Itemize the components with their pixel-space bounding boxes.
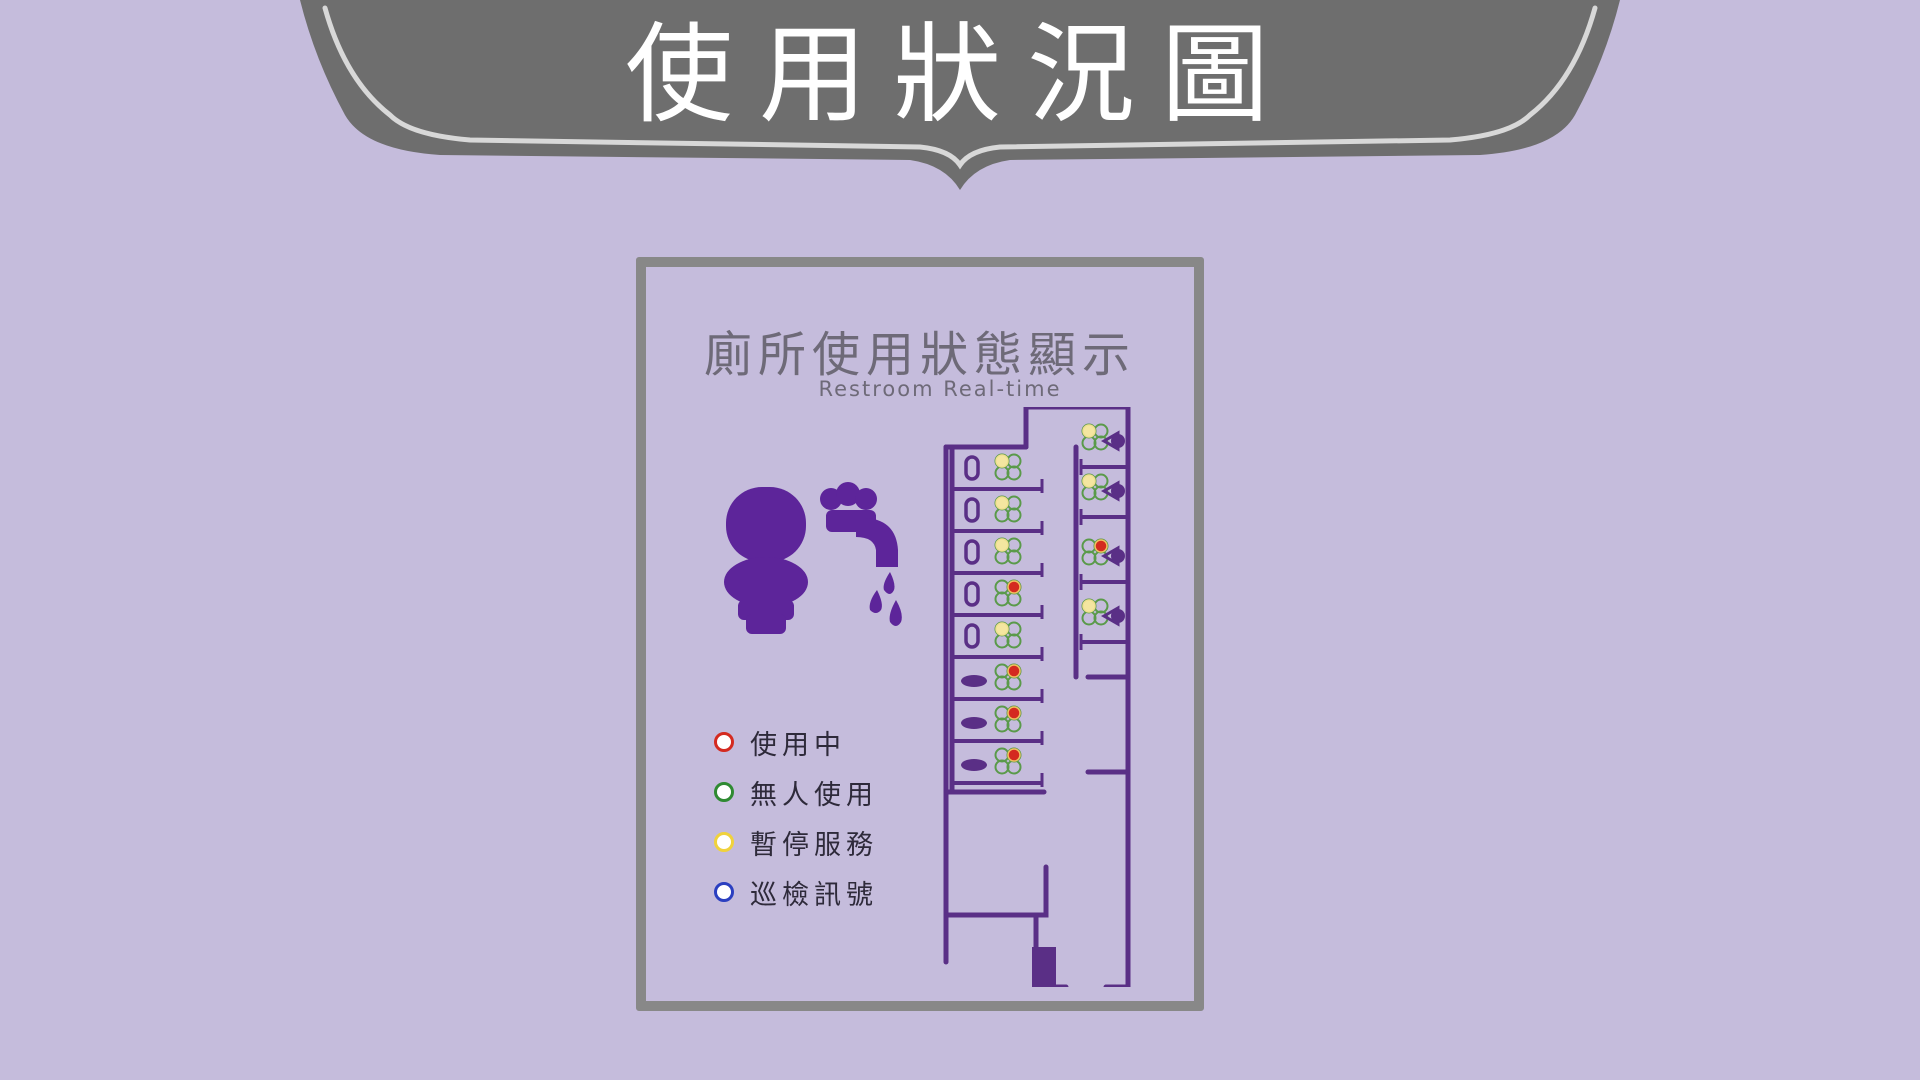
legend-item-in-use: 使用中 xyxy=(714,717,878,767)
sensor-cluster xyxy=(1081,423,1109,451)
legend-label: 使用中 xyxy=(750,729,846,761)
legend: 使用中 無人使用 暫停服務 巡檢訊號 xyxy=(714,717,878,917)
sensor-cluster xyxy=(994,621,1022,649)
legend-label: 暫停服務 xyxy=(750,829,878,861)
stall-right-2 xyxy=(1079,473,1126,525)
stall-status-yellow-icon xyxy=(1082,599,1096,613)
sensor-cluster xyxy=(994,663,1022,691)
stall-status-yellow-icon xyxy=(995,538,1009,552)
floor-plan xyxy=(943,407,1131,987)
stall-status-red-icon xyxy=(1007,748,1021,762)
stall-status-yellow-icon xyxy=(1082,424,1096,438)
stall-left-3 xyxy=(952,537,1044,577)
toilet-icon xyxy=(964,497,980,523)
sensor-cluster xyxy=(994,747,1022,775)
panel-subtitle: Restroom Real-time xyxy=(818,377,1062,401)
legend-item-vacant: 無人使用 xyxy=(714,767,878,817)
status-dot-green-icon xyxy=(714,782,734,802)
status-dot-blue-icon xyxy=(714,882,734,902)
status-dot-yellow-icon xyxy=(714,832,734,852)
sensor-cluster xyxy=(1081,598,1109,626)
squat-toilet-icon xyxy=(961,717,987,729)
status-panel: 廁所使用狀態顯示 Restroom Real-time 使用中 無人使用 xyxy=(636,257,1204,1011)
sensor-cluster xyxy=(994,705,1022,733)
toilet-icon xyxy=(964,539,980,565)
toilet-icon xyxy=(964,455,980,481)
sensor-cluster xyxy=(994,453,1022,481)
stall-status-red-icon xyxy=(1007,706,1021,720)
stall-left-1 xyxy=(952,453,1044,493)
stall-status-yellow-icon xyxy=(1082,474,1096,488)
sensor-cluster xyxy=(1081,538,1109,566)
squat-toilet-icon xyxy=(961,759,987,771)
status-dot-red-icon xyxy=(714,732,734,752)
toilet-icon xyxy=(964,623,980,649)
toilet-faucet-icon xyxy=(724,482,902,634)
stall-status-red-icon xyxy=(1094,539,1108,553)
squat-toilet-icon xyxy=(961,675,987,687)
stall-status-red-icon xyxy=(1007,580,1021,594)
legend-label: 巡檢訊號 xyxy=(750,879,878,911)
panel-title: 廁所使用狀態顯示 xyxy=(703,327,1136,383)
stall-left-5 xyxy=(952,621,1044,661)
legend-label: 無人使用 xyxy=(750,779,878,811)
stall-status-yellow-icon xyxy=(995,454,1009,468)
sensor-cluster xyxy=(994,579,1022,607)
toilet-icon xyxy=(964,581,980,607)
stall-status-yellow-icon xyxy=(995,622,1009,636)
stall-right-1 xyxy=(1079,423,1126,475)
stall-left-7 xyxy=(952,705,1044,745)
stall-right-3 xyxy=(1079,538,1126,590)
stall-status-yellow-icon xyxy=(995,496,1009,510)
banner-title: 使用狀況圖 xyxy=(624,13,1295,138)
legend-item-inspection: 巡檢訊號 xyxy=(714,867,878,917)
stall-status-red-icon xyxy=(1007,664,1021,678)
stall-left-8 xyxy=(952,747,1044,787)
stall-left-2 xyxy=(952,495,1044,535)
sensor-cluster xyxy=(994,495,1022,523)
legend-item-suspended: 暫停服務 xyxy=(714,817,878,867)
stall-left-4 xyxy=(952,579,1044,619)
banner xyxy=(300,0,1620,190)
sensor-cluster xyxy=(1081,473,1109,501)
sensor-cluster xyxy=(994,537,1022,565)
stall-right-4 xyxy=(1079,598,1126,650)
stall-left-6 xyxy=(952,663,1044,703)
